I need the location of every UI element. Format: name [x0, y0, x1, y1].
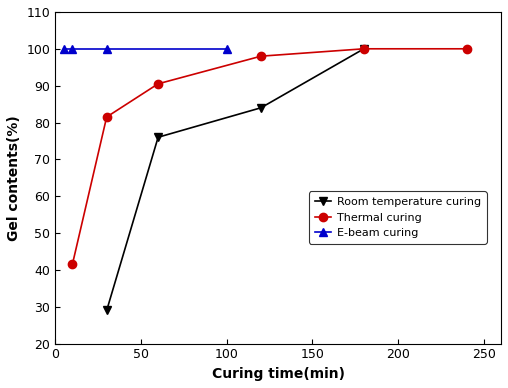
Room temperature curing [104, 308, 110, 313]
E-beam curing [224, 47, 230, 51]
Thermal curing [258, 54, 264, 59]
Line: E-beam curing: E-beam curing [59, 45, 231, 53]
Thermal curing [155, 81, 161, 86]
E-beam curing [69, 47, 75, 51]
X-axis label: Curing time(min): Curing time(min) [212, 367, 344, 381]
Thermal curing [464, 47, 470, 51]
Legend: Room temperature curing, Thermal curing, E-beam curing: Room temperature curing, Thermal curing,… [309, 192, 487, 244]
Line: Thermal curing: Thermal curing [68, 45, 471, 268]
Line: Room temperature curing: Room temperature curing [103, 45, 368, 315]
E-beam curing [61, 47, 67, 51]
Thermal curing [361, 47, 367, 51]
E-beam curing [104, 47, 110, 51]
Y-axis label: Gel contents(%): Gel contents(%) [7, 115, 21, 241]
Room temperature curing [155, 135, 161, 140]
Thermal curing [69, 262, 75, 267]
Room temperature curing [361, 47, 367, 51]
Thermal curing [104, 114, 110, 119]
Room temperature curing [258, 106, 264, 110]
